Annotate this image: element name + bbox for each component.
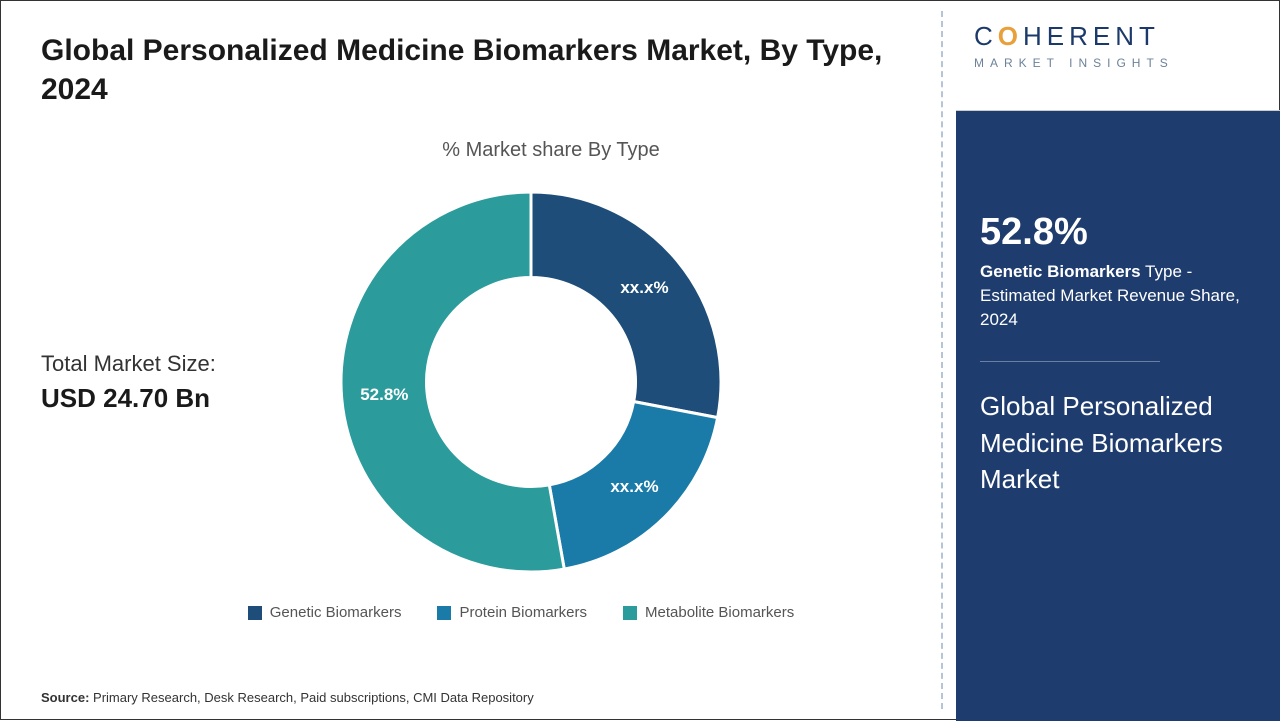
legend-item: Metabolite Biomarkers [623,604,794,621]
legend-swatch [248,606,262,620]
donut-svg [321,172,741,592]
sidebar-market-name: Global Personalized Medicine Biomarkers … [980,388,1257,497]
legend-swatch [437,606,451,620]
sidebar-blue: 52.8% Genetic Biomarkers Type - Estimate… [956,111,1280,721]
slice-label: xx.x% [610,477,658,497]
main-content: Global Personalized Medicine Biomarkers … [1,1,941,721]
chart-title: Global Personalized Medicine Biomarkers … [41,31,901,109]
logo-sub: MARKET INSIGHTS [974,56,1263,70]
source-line: Source: Primary Research, Desk Research,… [41,690,534,705]
right-panel: COHERENT MARKET INSIGHTS 52.8% Genetic B… [956,1,1280,721]
source-text: Primary Research, Desk Research, Paid su… [93,690,534,705]
donut-chart: xx.x% xx.x% 52.8% [321,172,741,592]
source-prefix: Source: [41,690,89,705]
sidebar-divider [980,361,1160,362]
legend-label: Protein Biomarkers [459,604,587,621]
market-size-block: Total Market Size: USD 24.70 Bn [41,351,321,414]
market-size-value: USD 24.70 Bn [41,383,321,414]
stat-description: Genetic Biomarkers Type - Estimated Mark… [980,260,1257,331]
stat-percent: 52.8% [980,211,1257,254]
logo: COHERENT MARKET INSIGHTS [956,1,1280,111]
donut-slice [341,192,564,572]
legend-label: Genetic Biomarkers [270,604,402,621]
legend-item: Protein Biomarkers [437,604,587,621]
vertical-divider [941,11,943,709]
slice-label: 52.8% [360,385,408,405]
legend-swatch [623,606,637,620]
chart-row: Total Market Size: USD 24.70 Bn xx.x%xx.… [41,172,901,592]
market-size-label: Total Market Size: [41,351,321,377]
legend-item: Genetic Biomarkers [248,604,402,621]
donut-slice [531,192,721,418]
legend: Genetic Biomarkers Protein Biomarkers Meta… [141,604,901,621]
slice-label: xx.x% [620,278,668,298]
chart-subtitle: % Market share By Type [201,139,901,162]
logo-main: COHERENT [974,21,1263,52]
legend-label: Metabolite Biomarkers [645,604,794,621]
